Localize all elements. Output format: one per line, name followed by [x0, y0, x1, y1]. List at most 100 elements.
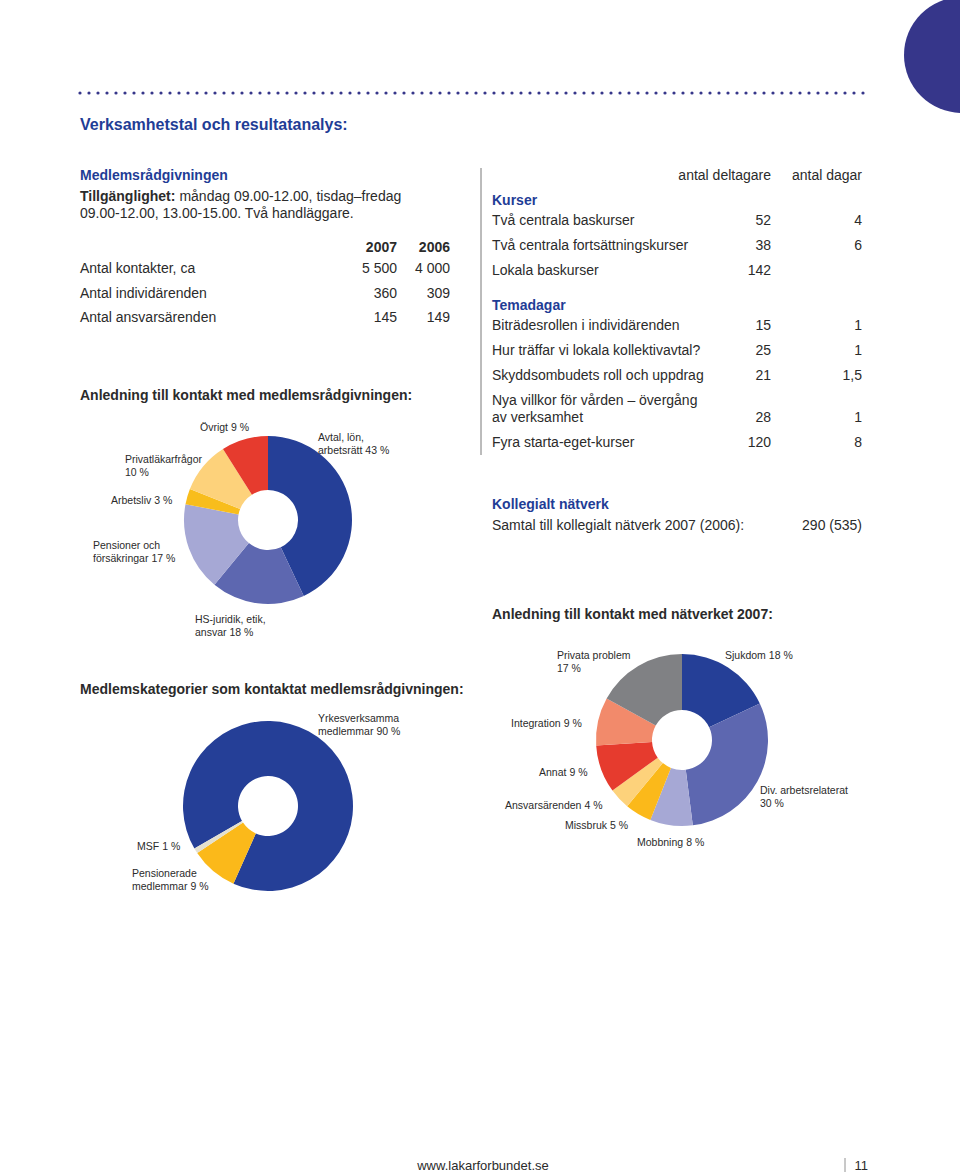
- dot: [699, 91, 702, 94]
- dot: [717, 91, 720, 94]
- dot: [726, 91, 729, 94]
- label-value: 3 %: [154, 494, 172, 506]
- dot: [573, 91, 576, 94]
- table-cell: 25: [755, 342, 771, 358]
- dot: [375, 91, 378, 94]
- dot: [483, 91, 486, 94]
- table-cell: 4 000: [415, 260, 450, 276]
- row-label: av verksamhet: [492, 409, 583, 425]
- page-number: 11: [855, 1158, 869, 1172]
- dot: [357, 91, 360, 94]
- dot: [672, 91, 675, 94]
- label-value: 17 %: [151, 552, 175, 564]
- table-header: antal deltagare: [678, 167, 771, 183]
- dot: [780, 91, 783, 94]
- section-heading: Kurser: [492, 192, 538, 208]
- table-cell: 52: [755, 212, 771, 228]
- table-cell: 8: [854, 434, 862, 450]
- table-cell: 4: [854, 212, 862, 228]
- dot: [546, 91, 549, 94]
- dot: [861, 91, 864, 94]
- dot: [312, 91, 315, 94]
- availability-label: Tillgänglighet:: [80, 188, 175, 204]
- row-label: Lokala baskurser: [492, 262, 599, 278]
- dot: [186, 91, 189, 94]
- dot: [852, 91, 855, 94]
- dot: [582, 91, 585, 94]
- label-name: Privata problem: [557, 649, 631, 661]
- dot: [537, 91, 540, 94]
- slice-label: Arbetsliv3 %: [111, 494, 172, 506]
- slice-label: Integration9 %: [511, 717, 582, 729]
- dot: [393, 91, 396, 94]
- dot: [105, 91, 108, 94]
- dot: [150, 91, 153, 94]
- table-cell: 28: [755, 409, 771, 425]
- table-header: antal dagar: [792, 167, 862, 183]
- footer-url: www.lakarforbundet.se: [416, 1158, 549, 1172]
- dot: [258, 91, 261, 94]
- slice-label: Avtal, lön,arbetsrätt43 %: [318, 431, 389, 456]
- table-cell: 38: [755, 237, 771, 253]
- dot: [771, 91, 774, 94]
- chart: Anledning till kontakt med nätverket 200…: [492, 606, 848, 848]
- dot: [384, 91, 387, 94]
- label-name: HS-juridik, etik,: [195, 613, 266, 625]
- dot: [132, 91, 135, 94]
- dot: [348, 91, 351, 94]
- dot: [510, 91, 513, 94]
- dot: [654, 91, 657, 94]
- dot: [645, 91, 648, 94]
- dot: [114, 91, 117, 94]
- dot: [366, 91, 369, 94]
- label-name: medlemmar: [132, 880, 188, 892]
- label-name: arbetsrätt: [318, 444, 362, 456]
- dot: [438, 91, 441, 94]
- dot: [294, 91, 297, 94]
- label-name: Ansvarsärenden: [505, 799, 582, 811]
- dot: [456, 91, 459, 94]
- dot: [834, 91, 837, 94]
- dot: [492, 91, 495, 94]
- decoration: [78, 0, 960, 113]
- label-name: Privatläkarfrågor: [125, 453, 203, 465]
- column-rule: [481, 168, 482, 455]
- dot: [204, 91, 207, 94]
- dot: [321, 91, 324, 94]
- label-name: försäkringar: [93, 552, 149, 564]
- dot: [141, 91, 144, 94]
- chart: Medlemskategorier som kontaktat medlemsr…: [80, 681, 464, 892]
- label-name: Pensioner och: [93, 539, 160, 551]
- dot: [618, 91, 621, 94]
- chart: Anledning till kontakt med medlemsrådgiv…: [80, 387, 412, 638]
- dot: [753, 91, 756, 94]
- dot: [303, 91, 306, 94]
- page: Verksamhetstal och resultatanalys: Medlem…: [0, 0, 960, 1172]
- table-cell: 1,5: [843, 367, 863, 383]
- dot: [420, 91, 423, 94]
- dot: [789, 91, 792, 94]
- dot: [447, 91, 450, 94]
- label-value: 9 %: [569, 766, 587, 778]
- row-label: Hur träffar vi lokala kollektivavtal?: [492, 342, 700, 358]
- row-label: Antal individärenden: [80, 285, 207, 301]
- row-label: Två centrala baskurser: [492, 212, 635, 228]
- row-label: Två centrala fortsättningskurser: [492, 237, 688, 253]
- dot: [231, 91, 234, 94]
- row-label: Skyddsombudets roll och uppdrag: [492, 367, 704, 383]
- label-value: 9 %: [231, 421, 249, 433]
- slice: [596, 742, 658, 791]
- label-name: Integration: [511, 717, 561, 729]
- dot: [636, 91, 639, 94]
- footer-rule: [845, 1158, 846, 1172]
- slice-label: Mobbning8 %: [637, 836, 704, 848]
- section-heading: Temadagar: [492, 297, 566, 313]
- dot: [429, 91, 432, 94]
- slice-label: Övrigt9 %: [200, 421, 249, 433]
- table-cell: 1: [854, 409, 862, 425]
- page-title: Verksamhetstal och resultatanalys:: [80, 116, 348, 133]
- dot: [798, 91, 801, 94]
- dot: [330, 91, 333, 94]
- label-name: Pensionerade: [132, 867, 197, 879]
- dot: [564, 91, 567, 94]
